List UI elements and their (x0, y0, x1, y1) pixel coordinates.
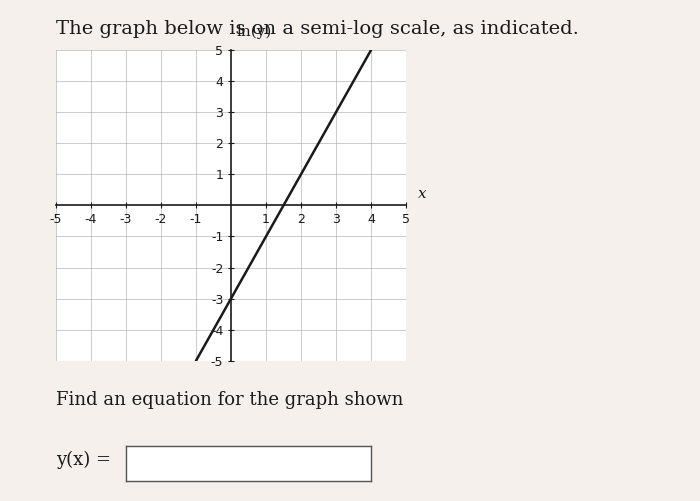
Text: Find an equation for the graph shown: Find an equation for the graph shown (56, 391, 403, 409)
Text: x: x (419, 187, 427, 201)
Text: y(x) =: y(x) = (56, 451, 111, 469)
Text: ln(y): ln(y) (237, 25, 272, 39)
Text: The graph below is on a semi-log scale, as indicated.: The graph below is on a semi-log scale, … (56, 20, 579, 38)
